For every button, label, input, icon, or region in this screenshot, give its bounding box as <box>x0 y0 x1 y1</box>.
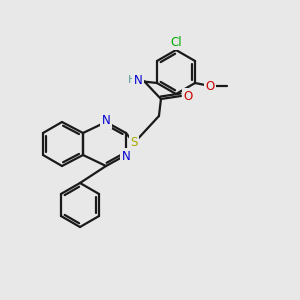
Text: H: H <box>128 75 136 85</box>
Text: O: O <box>206 80 215 92</box>
Text: Cl: Cl <box>170 35 182 49</box>
Text: N: N <box>102 115 110 128</box>
Text: N: N <box>122 149 130 163</box>
Text: O: O <box>183 89 193 103</box>
Text: N: N <box>134 74 142 86</box>
Text: S: S <box>130 136 138 149</box>
